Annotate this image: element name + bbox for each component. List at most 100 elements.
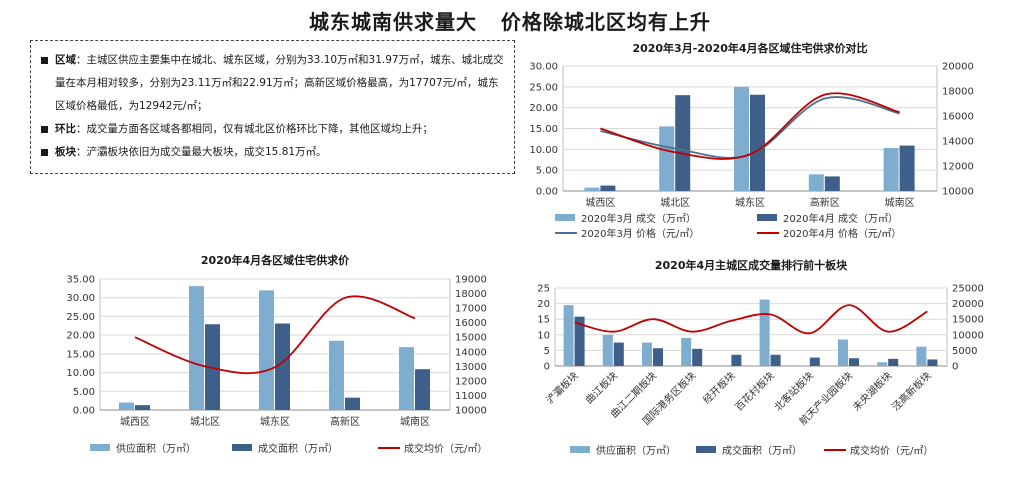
y-tick-label: 20.00 [529, 103, 558, 114]
bar [189, 286, 204, 410]
chart-region-comparison-svg: 2020年3月-2020年4月各区域住宅供求价对比 0.00 5.00 10.00 15… [529, 41, 974, 240]
x-tick-label: 高新区 [810, 196, 840, 209]
y2-tick-label: 16000 [942, 112, 974, 123]
legend-label: 成交均价（元/㎡） [404, 442, 487, 455]
bar [659, 126, 675, 191]
bar [734, 86, 749, 191]
chart-title: 2020年3月-2020年4月各区域住宅供求价对比 [632, 41, 867, 55]
bar [563, 305, 574, 366]
y2-tick-label: 14000 [942, 137, 974, 148]
bar [899, 145, 915, 191]
y2-tick-label: 5000 [952, 346, 977, 357]
legend-label: 2020年4月 成交（万㎡） [783, 212, 898, 225]
y2-tick-label: 14000 [455, 347, 487, 358]
legend-swatch [232, 444, 252, 451]
y2-tick-label: 25000 [952, 284, 984, 295]
legend-swatch [757, 214, 777, 221]
bar [259, 290, 274, 410]
y2-tick-label: 17000 [455, 304, 487, 315]
bar [877, 362, 888, 366]
y-tick-label: 5.00 [73, 387, 95, 398]
chart-top10-blocks-svg: 2020年4月主城区成交量排行前十板块 0 5 10 15 20 25 0 5000 10000 1… [537, 258, 984, 457]
y2-tick-label: 16000 [455, 318, 487, 329]
y2-tick-label: 10000 [455, 406, 487, 417]
summary-item-mom: 环比：成交量方面各区域各都相同，仅有城北区价格环比下降，其他区域均上升； [41, 118, 506, 141]
y-tick-label: 35.00 [66, 275, 95, 286]
x-tick-label: 城东区 [735, 196, 765, 209]
bar [770, 354, 781, 366]
bar [731, 354, 742, 366]
summary-key: 板块 [55, 146, 76, 158]
legend-label: 2020年4月 价格（元/㎡） [783, 227, 901, 240]
bar [613, 342, 624, 366]
legend-label: 成交均价（元/㎡） [850, 444, 933, 457]
legend-label: 供应面积（万㎡） [116, 442, 196, 455]
y2-tick-label: 12000 [455, 376, 487, 387]
x-tick-label: 城北区 [660, 197, 690, 209]
x-tick-label: 北客站板块 [771, 369, 816, 414]
x-tick-label: 城东区 [260, 415, 290, 428]
y2-tick-label: 15000 [952, 315, 984, 326]
y-tick-label: 10.00 [529, 145, 558, 156]
summary-item-block: 板块：浐灞板块依旧为成交量最大板块，成交15.81万㎡。 [41, 141, 506, 164]
bar [642, 342, 652, 366]
series-line [574, 304, 928, 335]
y-tick-label: 30.00 [529, 62, 558, 73]
y2-tick-label: 15000 [455, 333, 487, 344]
bar [824, 176, 840, 191]
bullet-icon [41, 57, 48, 64]
y-tick-label: 0.00 [73, 406, 95, 417]
bar [759, 299, 770, 366]
bar [927, 359, 938, 366]
bar [883, 148, 899, 191]
y2-tick-label: 12000 [942, 162, 974, 173]
x-tick-label: 城北区 [190, 416, 220, 428]
x-tick-label: 浐灞板块 [543, 369, 580, 406]
y2-tick-label: 19000 [455, 275, 487, 286]
legend-swatch [570, 446, 590, 453]
summary-key: 环比 [55, 123, 76, 135]
bar [838, 339, 848, 366]
bar [399, 347, 414, 410]
bar [675, 95, 691, 191]
x-tick-label: 高新区 [330, 415, 360, 428]
bar [888, 358, 899, 366]
y2-tick-label: 20000 [952, 299, 984, 310]
x-tick-label: 城西区 [585, 197, 615, 209]
bar [135, 405, 150, 410]
y-tick-label: 5.00 [536, 166, 558, 177]
legend-label: 成交面积（万㎡） [258, 442, 338, 455]
legend-label: 2020年3月 价格（元/㎡） [581, 227, 699, 240]
bar [808, 174, 824, 191]
y2-tick-label: 20000 [942, 62, 974, 73]
chart-title: 2020年4月各区域住宅供求价 [201, 253, 350, 267]
y2-tick-label: 10000 [942, 187, 974, 198]
bullet-icon [41, 126, 48, 133]
bullet-icon [41, 149, 48, 156]
bar [692, 348, 703, 366]
y-tick-label: 25 [537, 284, 550, 295]
legend-swatch [555, 214, 575, 221]
bar [750, 94, 765, 191]
y-tick-label: 10.00 [66, 368, 95, 379]
y2-tick-label: 18000 [455, 289, 487, 300]
y-tick-label: 5 [544, 346, 550, 357]
bar [602, 334, 613, 366]
legend-label: 成交面积（万㎡） [722, 444, 802, 457]
y2-tick-label: 18000 [942, 87, 974, 98]
x-tick-label: 百花村板块 [732, 369, 777, 414]
bar [809, 357, 820, 366]
summary-key: 区域 [55, 54, 76, 66]
x-tick-label: 泾高新板块 [889, 369, 934, 414]
y-tick-label: 20.00 [66, 331, 95, 342]
legend-swatch [696, 446, 716, 453]
bar [574, 316, 585, 366]
bar [119, 402, 134, 410]
y-tick-label: 25.00 [529, 82, 558, 93]
x-tick-label: 经开板块 [700, 369, 737, 406]
y2-tick-label: 0 [952, 362, 958, 373]
chart-region-april-svg: 2020年4月各区域住宅供求价 0.00 5.00 10.00 15.00 20.00 25… [66, 253, 487, 455]
y2-tick-label: 10000 [952, 330, 984, 341]
y-tick-label: 15.00 [529, 124, 558, 135]
y-tick-label: 0 [544, 362, 550, 373]
